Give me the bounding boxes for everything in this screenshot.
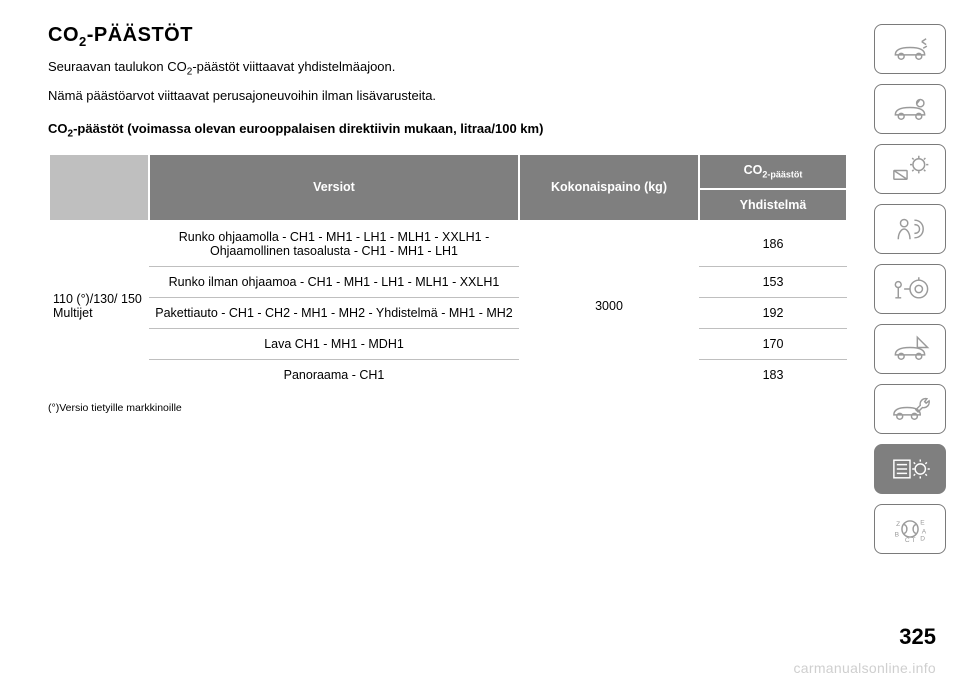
emissions-table: Versiot Kokonaispaino (kg) CO2-päästöt Y…: [48, 153, 848, 390]
svg-text:E: E: [920, 520, 925, 527]
nav-starting-icon[interactable]: [874, 264, 946, 314]
page-content: CO2-PÄÄSTÖT Seuraavan taulukon CO2-pääst…: [48, 24, 848, 414]
th-versiot: Versiot: [149, 154, 519, 221]
svg-text:B: B: [895, 531, 900, 538]
nav-emergency-icon[interactable]: [874, 324, 946, 374]
table-caption: CO2-päästöt (voimassa olevan eurooppalai…: [48, 121, 848, 140]
sidebar-nav: Z E B A CTD: [874, 24, 946, 554]
nav-safety-icon[interactable]: [874, 204, 946, 254]
table-footnote: (°)Versio tietyille markkinoille: [48, 402, 848, 414]
svg-text:C: C: [905, 537, 910, 544]
cell-value: 192: [699, 297, 847, 328]
table-row: Panoraama - CH1 183: [49, 359, 847, 390]
cell-value: 170: [699, 328, 847, 359]
cell-value: 153: [699, 266, 847, 297]
cell-version: Pakettiauto - CH1 - CH2 - MH1 - MH2 - Yh…: [149, 297, 519, 328]
th-weight: Kokonaispaino (kg): [519, 154, 699, 221]
cell-engine: 110 (°)/130/ 150 Multijet: [49, 221, 149, 390]
cell-version: Panoraama - CH1: [149, 359, 519, 390]
cell-value: 183: [699, 359, 847, 390]
table-row: 110 (°)/130/ 150 Multijet Runko ohjaamol…: [49, 221, 847, 267]
page-number: 325: [899, 624, 936, 650]
svg-text:Z: Z: [896, 521, 900, 528]
title-post: -PÄÄSTÖT: [87, 24, 193, 46]
watermark-text: carmanualsonline.info: [794, 660, 937, 676]
nav-lights-icon[interactable]: [874, 144, 946, 194]
table-row: Lava CH1 - MH1 - MDH1 170: [49, 328, 847, 359]
cell-version: Runko ilman ohjaamoa - CH1 - MH1 - LH1 -…: [149, 266, 519, 297]
cell-value: 186: [699, 221, 847, 267]
page-title: CO2-PÄÄSTÖT: [48, 24, 848, 49]
cell-version: Lava CH1 - MH1 - MDH1: [149, 328, 519, 359]
th-combined: Yhdistelmä: [699, 189, 847, 221]
nav-maintenance-icon[interactable]: [874, 384, 946, 434]
paragraph-2: Nämä päästöarvot viittaavat perusajoneuv…: [48, 88, 848, 103]
nav-know-car-icon[interactable]: [874, 24, 946, 74]
cell-weight: 3000: [519, 221, 699, 390]
table-row: Pakettiauto - CH1 - CH2 - MH1 - MH2 - Yh…: [49, 297, 847, 328]
title-pre: CO: [48, 24, 79, 46]
paragraph-1: Seuraavan taulukon CO2-päästöt viittaava…: [48, 59, 848, 78]
svg-text:D: D: [920, 536, 925, 543]
th-co2: CO2-päästöt: [699, 154, 847, 189]
svg-text:T: T: [911, 537, 915, 544]
nav-index-icon[interactable]: Z E B A CTD: [874, 504, 946, 554]
svg-text:A: A: [922, 528, 927, 535]
nav-dashboard-icon[interactable]: [874, 84, 946, 134]
cell-version: Runko ohjaamolla - CH1 - MH1 - LH1 - MLH…: [149, 221, 519, 267]
title-sub: 2: [79, 34, 87, 49]
th-blank: [49, 154, 149, 221]
nav-tech-data-icon[interactable]: [874, 444, 946, 494]
table-row: Runko ilman ohjaamoa - CH1 - MH1 - LH1 -…: [49, 266, 847, 297]
